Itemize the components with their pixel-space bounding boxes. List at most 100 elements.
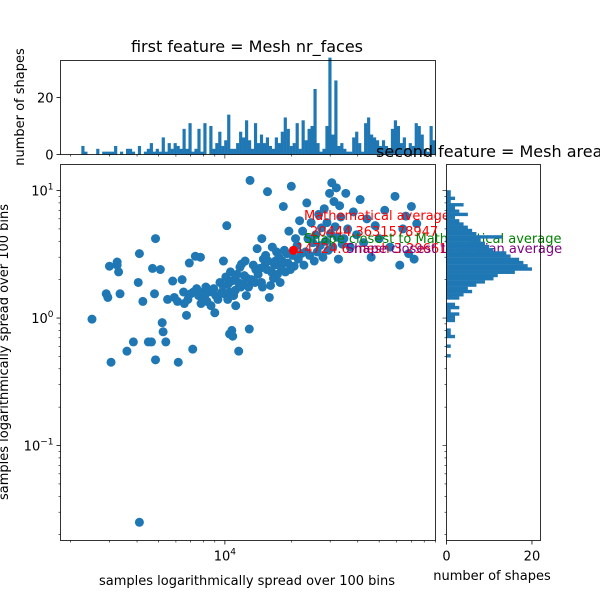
- top-histogram-bar: [191, 151, 195, 155]
- top-histogram-bar: [245, 120, 249, 155]
- math-average-value: 20444.3631578947: [310, 225, 438, 240]
- scatter-point: [333, 254, 343, 264]
- top-histogram-bar: [414, 123, 418, 155]
- scatter-point: [322, 218, 332, 228]
- scatter-point: [177, 275, 187, 285]
- scatter-point: [179, 287, 189, 297]
- right-histogram-bar: [446, 231, 477, 236]
- scatter-point: [138, 296, 148, 306]
- scatter-point: [359, 238, 369, 248]
- top-histogram-bar: [128, 148, 133, 155]
- scatter-point: [275, 277, 285, 287]
- scatter-point: [168, 276, 178, 286]
- scatter-point: [241, 291, 251, 301]
- scatter-point: [366, 252, 376, 262]
- scatter-point: [321, 236, 331, 246]
- top-histogram-bar: [84, 151, 88, 155]
- top-histogram-bar: [105, 151, 109, 155]
- scatter-point: [158, 327, 168, 337]
- scatter-point: [299, 260, 309, 270]
- scatter-point: [355, 195, 365, 205]
- scatter-point: [206, 301, 216, 311]
- scatter-y-ticks: 101 100 10−1: [24, 183, 61, 535]
- top-histogram-bar: [131, 151, 136, 155]
- top-histogram-bar: [313, 88, 317, 155]
- scatter-point: [112, 257, 122, 267]
- right-histogram: second feature = Mesh area 0 20 number of…: [376, 142, 600, 584]
- scatter-point: [311, 230, 321, 240]
- scatter-annotations: Mathematical average 20444.3631578947 Sh…: [296, 209, 562, 257]
- scatter-point: [331, 183, 341, 193]
- scatter-point: [404, 249, 414, 259]
- top-histogram-bar: [328, 57, 332, 155]
- top-histogram-y-ticks: 0 20: [37, 92, 436, 164]
- scatter-point: [172, 296, 182, 306]
- math-average-label: Mathematical average: [304, 209, 450, 224]
- right-histogram-bar: [446, 235, 503, 239]
- scatter-point: [326, 229, 336, 239]
- scatter-point: [257, 282, 267, 292]
- top-histogram-bar: [426, 151, 430, 155]
- top-histogram-bar: [387, 148, 392, 155]
- scatter-point: [328, 242, 338, 252]
- right-histogram-bar: [446, 289, 473, 294]
- top-histogram-bar: [212, 148, 216, 155]
- top-histogram-bar: [209, 126, 213, 155]
- right-histogram-frame: [446, 164, 541, 541]
- top-histogram-bar: [96, 148, 100, 155]
- top-histogram-bar: [408, 143, 412, 155]
- top-histogram-bar: [301, 120, 305, 155]
- scatter-point: [244, 282, 254, 292]
- scatter-point: [134, 517, 144, 527]
- top-histogram-bar: [373, 137, 377, 155]
- scatter-point: [412, 219, 422, 229]
- top-histogram-bar: [304, 140, 308, 155]
- top-histogram-bar: [420, 134, 424, 155]
- top-histogram-bar: [224, 140, 228, 155]
- top-histogram-bar: [271, 148, 275, 155]
- top-histogram-bar: [152, 151, 156, 155]
- top-histogram-bar: [349, 151, 353, 155]
- top-histogram-bar: [334, 80, 338, 155]
- top-histogram-bar: [176, 145, 180, 155]
- top-histogram-bar: [343, 148, 347, 155]
- scatter-point: [352, 230, 362, 240]
- top-histogram-bar: [215, 143, 219, 155]
- top-histogram-y-tick-label: 20: [37, 92, 54, 107]
- average-point: [288, 245, 298, 255]
- right-histogram-bar: [446, 280, 485, 284]
- top-histogram-bar: [81, 145, 85, 155]
- right-histogram-bar: [446, 260, 524, 265]
- scatter-point: [150, 289, 160, 299]
- scatter-point: [306, 218, 316, 228]
- right-histogram-bar: [446, 244, 490, 249]
- top-histogram-bar: [203, 123, 207, 155]
- scatter-point: [257, 234, 267, 244]
- top-histogram-bar: [337, 145, 341, 155]
- top-histogram-bar: [432, 140, 436, 155]
- top-histogram-bar: [378, 145, 383, 155]
- scatter-point: [195, 252, 205, 262]
- scatter-point: [374, 234, 384, 244]
- scatter-point: [325, 188, 335, 198]
- top-histogram-bar: [114, 145, 118, 155]
- top-histogram-frame: [60, 60, 436, 155]
- top-histogram-bar: [319, 151, 323, 155]
- top-histogram-bar: [384, 145, 389, 155]
- top-histogram-bar: [102, 151, 106, 155]
- top-histogram-bar: [167, 143, 171, 155]
- scatter-point: [184, 258, 194, 268]
- right-histogram-bar: [446, 248, 494, 252]
- top-histogram-bar: [295, 123, 299, 155]
- right-histogram-bar: [446, 334, 456, 339]
- right-histogram-x-tick-label: 20: [524, 550, 541, 565]
- top-histogram-bar: [367, 117, 371, 155]
- scatter-point: [87, 314, 97, 324]
- scatter-point: [272, 269, 282, 279]
- scatter-point: [231, 301, 241, 311]
- top-histogram-bar: [188, 123, 192, 155]
- top-histogram-bar: [375, 140, 380, 155]
- top-histogram-bar: [423, 148, 427, 155]
- scatter-point: [192, 284, 202, 294]
- top-histogram-bar: [307, 128, 311, 155]
